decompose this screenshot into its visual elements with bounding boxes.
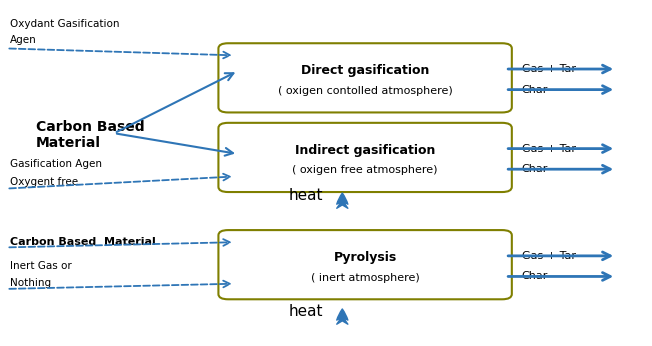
Text: Char: Char [522, 85, 548, 94]
Text: Gasification Agen: Gasification Agen [10, 160, 102, 169]
FancyBboxPatch shape [218, 230, 512, 299]
Text: Indirect gasification: Indirect gasification [295, 144, 436, 157]
Text: Pyrolysis: Pyrolysis [333, 251, 397, 264]
Text: Inert Gas or: Inert Gas or [10, 262, 72, 271]
Text: Gas + Tar: Gas + Tar [522, 64, 576, 74]
Text: Gas + Tar: Gas + Tar [522, 251, 576, 261]
Text: Carbon Based  Material: Carbon Based Material [10, 237, 156, 247]
Text: Oxygent free: Oxygent free [10, 177, 78, 186]
Text: Char: Char [522, 164, 548, 174]
Text: Char: Char [522, 272, 548, 281]
FancyBboxPatch shape [218, 43, 512, 112]
Text: Nothing: Nothing [10, 278, 51, 288]
Text: Carbon Based
Material: Carbon Based Material [36, 120, 145, 150]
Text: ( inert atmosphere): ( inert atmosphere) [311, 273, 419, 283]
Text: Direct gasification: Direct gasification [301, 64, 429, 77]
Text: ( oxigen contolled atmosphere): ( oxigen contolled atmosphere) [278, 86, 452, 96]
FancyBboxPatch shape [218, 123, 512, 192]
Text: Agen: Agen [10, 35, 37, 45]
Text: Gas + Tar: Gas + Tar [522, 144, 576, 154]
Text: heat: heat [288, 188, 323, 203]
Text: heat: heat [288, 304, 323, 319]
Text: Oxydant Gasification: Oxydant Gasification [10, 19, 119, 29]
Text: ( oxigen free atmosphere): ( oxigen free atmosphere) [292, 165, 438, 175]
